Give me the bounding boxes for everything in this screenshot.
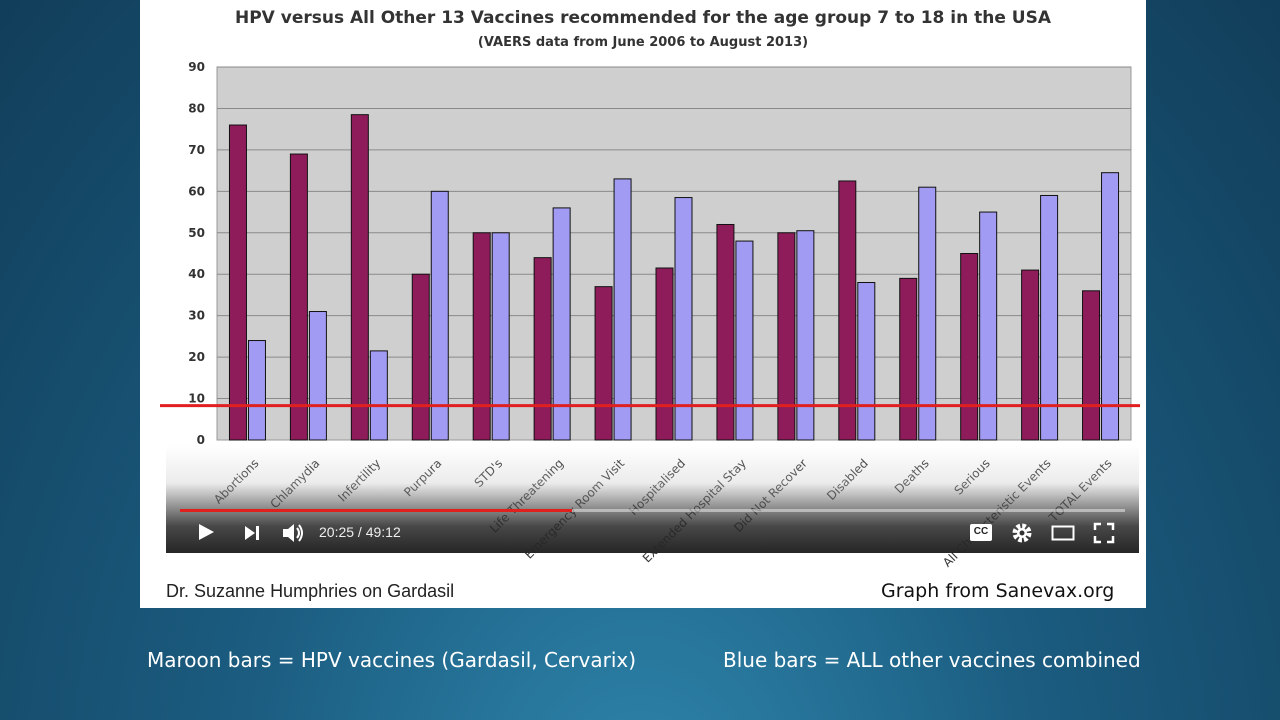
plot-area <box>216 66 1132 441</box>
bar-hpv <box>838 180 857 441</box>
volume-icon[interactable] <box>281 522 305 544</box>
y-tick-label: 40 <box>188 267 205 281</box>
y-tick-label: 70 <box>188 143 205 157</box>
bar-other <box>674 197 693 441</box>
y-tick-label: 80 <box>188 101 205 115</box>
video-progress-bar[interactable] <box>180 509 1125 512</box>
y-tick-label: 60 <box>188 184 205 198</box>
y-tick-label: 10 <box>188 392 205 406</box>
footer-source-left: Dr. Suzanne Humphries on Gardasil <box>166 581 455 601</box>
bar-other <box>491 232 510 441</box>
y-tick-label: 90 <box>188 60 205 74</box>
bar-hpv <box>594 286 613 441</box>
play-icon[interactable] <box>196 522 216 542</box>
bar-other <box>308 311 327 441</box>
bar-hpv <box>899 277 918 441</box>
bar-other <box>857 282 876 441</box>
bar-hpv <box>411 273 430 441</box>
bar-other <box>1040 194 1059 441</box>
captions-label: CC <box>973 526 989 537</box>
caption-maroon: Maroon bars = HPV vaccines (Gardasil, Ce… <box>147 648 637 672</box>
bar-hpv <box>289 153 308 441</box>
bar-hpv <box>533 257 552 441</box>
bar-hpv <box>960 253 979 441</box>
bar-hpv <box>228 124 247 441</box>
bar-other <box>979 211 998 441</box>
bar-hpv <box>1021 269 1040 441</box>
chart-subtitle: (VAERS data from June 2006 to August 201… <box>477 35 809 50</box>
bar-hpv <box>655 267 674 441</box>
bar-other <box>613 178 632 441</box>
bar-other <box>918 186 937 441</box>
bar-hpv <box>777 232 796 441</box>
y-tick-label: 0 <box>197 433 205 447</box>
caption-blue: Blue bars = ALL other vaccines combined <box>723 648 1141 672</box>
bar-hpv <box>472 232 491 441</box>
footer-source-right: Graph from Sanevax.org <box>881 580 1115 602</box>
y-tick-label: 50 <box>188 226 205 240</box>
current-time: 20:25 <box>319 524 355 540</box>
settings-icon[interactable] <box>1011 522 1033 544</box>
bar-hpv <box>1082 290 1101 441</box>
duration: 49:12 <box>365 524 401 540</box>
bar-other <box>247 340 266 441</box>
bar-hpv <box>716 223 735 441</box>
y-tick-label: 20 <box>188 350 205 364</box>
video-progress-fill <box>180 509 573 512</box>
fullscreen-icon[interactable] <box>1093 522 1115 544</box>
next-icon[interactable] <box>242 523 262 543</box>
bar-hpv <box>350 114 369 441</box>
chart-title: HPV versus All Other 13 Vaccines recomme… <box>234 8 1052 28</box>
video-controls-overlay <box>166 445 1139 553</box>
captions-icon[interactable]: CC <box>970 524 992 541</box>
y-tick-label: 30 <box>188 309 205 323</box>
bar-other <box>735 240 754 441</box>
bar-other <box>430 190 449 441</box>
bar-other <box>796 230 815 441</box>
video-time: 20:25 / 49:12 <box>319 524 401 540</box>
theater-icon[interactable] <box>1051 524 1075 542</box>
bar-other <box>369 350 388 441</box>
time-separator: / <box>354 524 366 540</box>
bar-other <box>1101 172 1120 441</box>
bar-other <box>552 207 571 441</box>
